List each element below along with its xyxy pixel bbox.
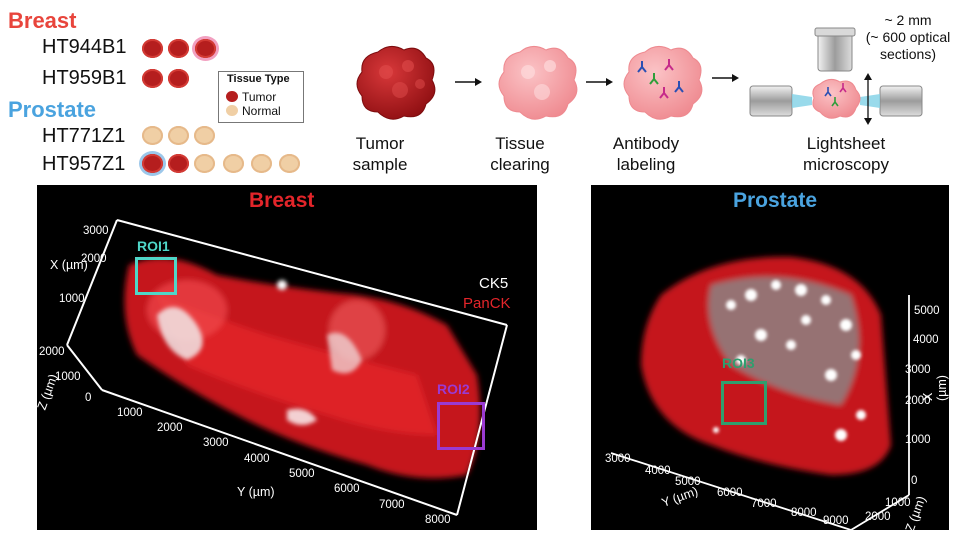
y-tick: 2000 — [157, 422, 183, 434]
breast-3d-render — [66, 219, 508, 516]
tissue-type-legend-title: Tissue Type — [227, 73, 290, 85]
roi3-label: ROI3 — [722, 355, 755, 371]
tumor-dot-highlighted — [195, 39, 216, 58]
tumor-swatch — [226, 91, 238, 102]
ck5-channel-label: CK5 — [479, 275, 509, 292]
breast-3d-panel: Breast CK5 PanCK ROI1 ROI2 3000 2000 100… — [35, 185, 537, 530]
y-tick: 7000 — [751, 498, 777, 510]
prostate-heading: Prostate — [8, 97, 97, 122]
tumor-sample-icon — [356, 46, 436, 120]
y-tick: 5000 — [289, 468, 315, 480]
x-tick: 4000 — [913, 334, 939, 346]
y-tick: 7000 — [379, 499, 405, 511]
prostate-3d-render — [610, 256, 910, 530]
z-tick: 2000 — [39, 346, 65, 358]
z-tick: 0 — [85, 392, 92, 404]
cleared-tissue-icon — [498, 46, 578, 120]
roi3-box[interactable] — [721, 381, 767, 425]
x-tick: 2000 — [905, 395, 931, 407]
tumor-legend-label: Tumor — [242, 90, 277, 104]
roi1-box[interactable] — [135, 257, 177, 295]
tumor-dot — [168, 39, 189, 58]
breast-panel-title: Breast — [249, 189, 315, 212]
tumor-dot-highlighted — [142, 154, 163, 173]
workflow-arrow-1 — [455, 78, 482, 86]
y-tick: 1000 — [117, 407, 143, 419]
normal-dot — [194, 154, 215, 173]
y-tick: 4000 — [244, 453, 270, 465]
x-axis-label: X (µm) — [921, 375, 949, 401]
tumor-dot — [168, 69, 189, 88]
roi2-box[interactable] — [437, 402, 485, 450]
panck-channel-label: PanCK — [463, 295, 511, 312]
normal-dot — [142, 126, 163, 145]
breast-ck5-signal — [157, 280, 362, 425]
normal-dot — [279, 154, 300, 173]
z-tick: 2000 — [865, 511, 891, 523]
sample-id-ht944b1: HT944B1 — [42, 36, 127, 58]
workflow-diagram — [356, 27, 923, 125]
optical-sections-note: ~ 2 mm (~ 600 optical sections) — [865, 12, 951, 62]
x-axis-label: X (µm) — [50, 258, 88, 272]
step-antibody-labeling: Antibody labeling — [612, 134, 680, 174]
x-tick: 3000 — [83, 225, 109, 237]
y-tick: 4000 — [645, 465, 671, 477]
x-tick: 2000 — [81, 253, 107, 265]
normal-dot — [168, 126, 189, 145]
z-tick: 1000 — [55, 371, 81, 383]
step-tumor-sample: Tumor sample — [352, 134, 408, 174]
roi1-label: ROI1 — [137, 238, 170, 254]
y-tick: 3000 — [203, 437, 229, 449]
y-tick: 5000 — [675, 476, 701, 488]
tumor-dot — [168, 154, 189, 173]
x-tick: 1000 — [905, 434, 931, 446]
breast-heading: Breast — [8, 8, 77, 33]
x-tick: 0 — [911, 475, 918, 487]
normal-dot — [194, 126, 215, 145]
breast-tissue-mass — [124, 257, 481, 479]
y-tick: 6000 — [334, 483, 360, 495]
sample-id-ht959b1: HT959B1 — [42, 67, 127, 89]
step-lightsheet-microscopy: Lightsheet microscopy — [803, 134, 889, 174]
normal-legend-label: Normal — [242, 104, 281, 118]
y-tick: 3000 — [605, 453, 631, 465]
lightsheet-microscope-icon — [749, 27, 923, 125]
tumor-dot — [142, 39, 163, 58]
sample-id-ht957z1: HT957Z1 — [42, 153, 126, 175]
y-tick: 9000 — [823, 515, 849, 527]
workflow-arrow-3 — [712, 74, 739, 82]
antibody-labeling-icon — [623, 46, 703, 120]
y-tick: 8000 — [791, 507, 817, 519]
x-tick: 3000 — [905, 364, 931, 376]
normal-dot — [223, 154, 244, 173]
normal-swatch — [226, 105, 238, 116]
prostate-ck5-signal — [713, 280, 866, 441]
roi2-label: ROI2 — [437, 381, 470, 397]
y-tick: 8000 — [425, 514, 451, 526]
y-axis-label: Y (µm) — [237, 485, 275, 499]
step-tissue-clearing: Tissue clearing — [490, 134, 550, 174]
x-tick: 1000 — [59, 293, 85, 305]
normal-dot — [251, 154, 272, 173]
z-tick: 1000 — [885, 497, 911, 509]
prostate-3d-panel: Prostate ROI3 3000 4000 5000 6000 7000 8… — [591, 185, 949, 534]
prostate-tissue-mass — [641, 256, 891, 475]
prostate-panel-title: Prostate — [733, 189, 818, 212]
workflow-arrow-2 — [586, 78, 613, 86]
y-tick: 6000 — [717, 487, 743, 499]
x-tick: 5000 — [914, 305, 940, 317]
tumor-dot — [142, 69, 163, 88]
prostate-axis-box — [610, 295, 910, 530]
sample-id-ht771z1: HT771Z1 — [42, 125, 126, 147]
